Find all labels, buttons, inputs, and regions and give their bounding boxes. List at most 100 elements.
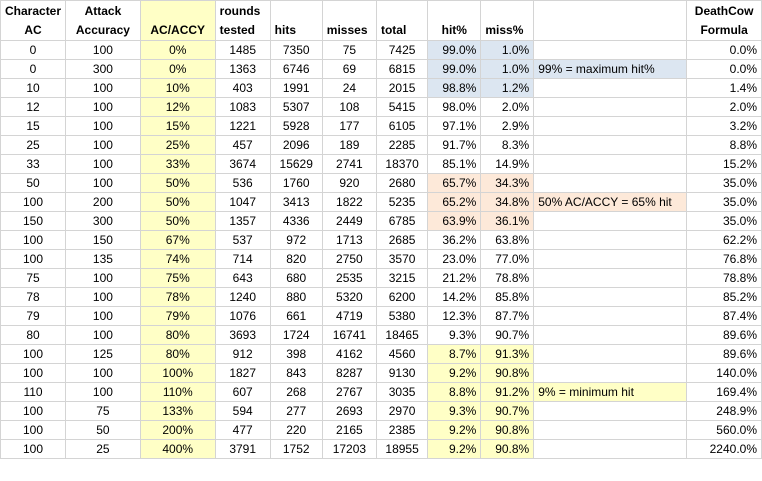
cell-rounds-tested[interactable]: 912 — [214, 344, 271, 364]
cell-deathcow-formula[interactable]: 89.6% — [686, 325, 762, 345]
cell-hit-pct[interactable]: 99.0% — [427, 40, 482, 60]
cell-misses[interactable]: 8287 — [321, 363, 377, 383]
cell-character-ac[interactable]: 100 — [0, 344, 67, 364]
cell-miss-pct[interactable]: 2.0% — [480, 97, 535, 117]
cell-deathcow-formula[interactable]: 169.4% — [686, 382, 762, 402]
cell-hits[interactable]: 680 — [269, 268, 323, 288]
cell-hits[interactable]: 398 — [269, 344, 323, 364]
cell-note[interactable] — [533, 401, 688, 421]
header-total[interactable]: total — [375, 0, 429, 41]
cell-ac-accy[interactable]: 80% — [139, 344, 216, 364]
cell-attack-accuracy[interactable]: 150 — [65, 230, 141, 250]
cell-rounds-tested[interactable]: 457 — [214, 135, 271, 155]
cell-rounds-tested[interactable]: 643 — [214, 268, 271, 288]
cell-rounds-tested[interactable]: 594 — [214, 401, 271, 421]
cell-ac-accy[interactable]: 0% — [139, 59, 216, 79]
cell-total[interactable]: 3215 — [375, 268, 429, 288]
cell-deathcow-formula[interactable]: 35.0% — [686, 192, 762, 212]
cell-character-ac[interactable]: 12 — [0, 97, 67, 117]
cell-total[interactable]: 4560 — [375, 344, 429, 364]
cell-deathcow-formula[interactable]: 85.2% — [686, 287, 762, 307]
cell-hits[interactable]: 1760 — [269, 173, 323, 193]
cell-character-ac[interactable]: 100 — [0, 249, 67, 269]
cell-hit-pct[interactable]: 97.1% — [427, 116, 482, 136]
cell-character-ac[interactable]: 100 — [0, 401, 67, 421]
cell-hits[interactable]: 2096 — [269, 135, 323, 155]
header-hit-pct[interactable]: hit% — [427, 0, 482, 41]
cell-attack-accuracy[interactable]: 300 — [65, 211, 141, 231]
cell-ac-accy[interactable]: 74% — [139, 249, 216, 269]
cell-hit-pct[interactable]: 9.3% — [427, 401, 482, 421]
cell-total[interactable]: 5235 — [375, 192, 429, 212]
cell-rounds-tested[interactable]: 403 — [214, 78, 271, 98]
cell-deathcow-formula[interactable]: 2240.0% — [686, 439, 762, 459]
cell-ac-accy[interactable]: 79% — [139, 306, 216, 326]
cell-miss-pct[interactable]: 14.9% — [480, 154, 535, 174]
cell-ac-accy[interactable]: 80% — [139, 325, 216, 345]
cell-character-ac[interactable]: 33 — [0, 154, 67, 174]
cell-hits[interactable]: 3413 — [269, 192, 323, 212]
cell-ac-accy[interactable]: 110% — [139, 382, 216, 402]
cell-miss-pct[interactable]: 1.2% — [480, 78, 535, 98]
cell-miss-pct[interactable]: 91.3% — [480, 344, 535, 364]
cell-misses[interactable]: 17203 — [321, 439, 377, 459]
cell-ac-accy[interactable]: 25% — [139, 135, 216, 155]
cell-hits[interactable]: 1752 — [269, 439, 323, 459]
cell-character-ac[interactable]: 78 — [0, 287, 67, 307]
cell-note[interactable] — [533, 306, 688, 326]
cell-hit-pct[interactable]: 9.2% — [427, 363, 482, 383]
cell-note[interactable] — [533, 287, 688, 307]
cell-hit-pct[interactable]: 9.3% — [427, 325, 482, 345]
cell-deathcow-formula[interactable]: 87.4% — [686, 306, 762, 326]
cell-miss-pct[interactable]: 2.9% — [480, 116, 535, 136]
header-hits[interactable]: hits — [269, 0, 323, 41]
cell-attack-accuracy[interactable]: 100 — [65, 287, 141, 307]
cell-note[interactable] — [533, 154, 688, 174]
cell-deathcow-formula[interactable]: 8.8% — [686, 135, 762, 155]
cell-note[interactable] — [533, 363, 688, 383]
cell-note[interactable] — [533, 268, 688, 288]
cell-attack-accuracy[interactable]: 25 — [65, 439, 141, 459]
cell-hits[interactable]: 661 — [269, 306, 323, 326]
cell-hits[interactable]: 6746 — [269, 59, 323, 79]
cell-deathcow-formula[interactable]: 0.0% — [686, 40, 762, 60]
cell-attack-accuracy[interactable]: 200 — [65, 192, 141, 212]
cell-deathcow-formula[interactable]: 140.0% — [686, 363, 762, 383]
cell-hit-pct[interactable]: 65.2% — [427, 192, 482, 212]
cell-hits[interactable]: 268 — [269, 382, 323, 402]
cell-character-ac[interactable]: 0 — [0, 40, 67, 60]
cell-character-ac[interactable]: 25 — [0, 135, 67, 155]
cell-total[interactable]: 2970 — [375, 401, 429, 421]
cell-rounds-tested[interactable]: 3674 — [214, 154, 271, 174]
cell-miss-pct[interactable]: 34.3% — [480, 173, 535, 193]
cell-rounds-tested[interactable]: 1047 — [214, 192, 271, 212]
cell-deathcow-formula[interactable]: 248.9% — [686, 401, 762, 421]
cell-character-ac[interactable]: 15 — [0, 116, 67, 136]
header-deathcow-formula[interactable]: DeathCow Formula — [686, 0, 762, 41]
cell-miss-pct[interactable]: 85.8% — [480, 287, 535, 307]
cell-character-ac[interactable]: 80 — [0, 325, 67, 345]
cell-misses[interactable]: 108 — [321, 97, 377, 117]
cell-misses[interactable]: 2449 — [321, 211, 377, 231]
cell-hits[interactable]: 7350 — [269, 40, 323, 60]
cell-total[interactable]: 5415 — [375, 97, 429, 117]
cell-note[interactable] — [533, 249, 688, 269]
header-rounds-tested[interactable]: rounds tested — [214, 0, 271, 41]
cell-attack-accuracy[interactable]: 100 — [65, 135, 141, 155]
cell-misses[interactable]: 75 — [321, 40, 377, 60]
cell-miss-pct[interactable]: 63.8% — [480, 230, 535, 250]
cell-note[interactable] — [533, 173, 688, 193]
cell-attack-accuracy[interactable]: 100 — [65, 116, 141, 136]
cell-rounds-tested[interactable]: 1221 — [214, 116, 271, 136]
cell-attack-accuracy[interactable]: 100 — [65, 382, 141, 402]
cell-miss-pct[interactable]: 90.8% — [480, 420, 535, 440]
cell-misses[interactable]: 4162 — [321, 344, 377, 364]
cell-ac-accy[interactable]: 50% — [139, 211, 216, 231]
cell-miss-pct[interactable]: 36.1% — [480, 211, 535, 231]
cell-ac-accy[interactable]: 78% — [139, 287, 216, 307]
cell-deathcow-formula[interactable]: 89.6% — [686, 344, 762, 364]
cell-attack-accuracy[interactable]: 100 — [65, 40, 141, 60]
cell-misses[interactable]: 2165 — [321, 420, 377, 440]
cell-note[interactable] — [533, 325, 688, 345]
cell-misses[interactable]: 189 — [321, 135, 377, 155]
